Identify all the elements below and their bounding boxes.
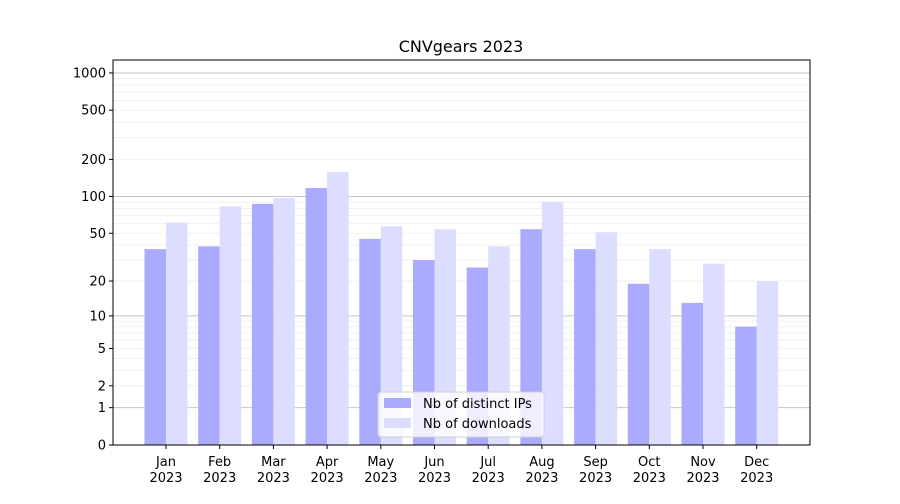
bar-downloads (327, 172, 349, 445)
x-tick-label-month: Apr (316, 455, 339, 470)
x-tick-label-month: Dec (744, 455, 769, 470)
chart-title: CNVgears 2023 (399, 37, 524, 56)
x-tick-label-month: Oct (638, 455, 660, 470)
x-tick-label-year: 2023 (686, 471, 719, 486)
y-tick-label: 200 (81, 153, 106, 168)
x-tick-label-year: 2023 (525, 471, 558, 486)
bar-distinct-ips (305, 188, 328, 446)
legend-box (377, 391, 545, 438)
bar-distinct-ips (627, 283, 650, 445)
x-tick-label-year: 2023 (149, 471, 182, 486)
y-tick-label: 2 (98, 379, 106, 394)
y-tick-label: 50 (89, 227, 106, 242)
y-tick-label: 500 (81, 104, 106, 119)
x-tick-label-year: 2023 (418, 471, 451, 486)
x-tick-label-year: 2023 (472, 471, 505, 486)
x-tick-label-month: Sep (583, 455, 608, 470)
legend: Nb of distinct IPs Nb of downloads (377, 391, 545, 438)
bar-downloads (649, 249, 671, 445)
x-tick-label-month: Aug (529, 455, 554, 470)
bar-downloads (219, 206, 242, 445)
x-tick-label-year: 2023 (633, 471, 666, 486)
x-tick-label-month: Feb (208, 455, 231, 470)
x-tick-label-month: Jun (423, 455, 444, 470)
bar-distinct-ips (198, 246, 220, 445)
bar-downloads (756, 281, 779, 445)
y-tick-label: 100 (81, 190, 106, 205)
x-tick-label-month: May (367, 455, 394, 470)
x-tick-label-year: 2023 (203, 471, 236, 486)
plot-frame (112, 59, 811, 446)
bar-downloads (434, 229, 456, 445)
y-tick-label: 10 (89, 309, 106, 324)
bar-downloads (703, 263, 725, 445)
bar-distinct-ips (359, 238, 381, 445)
y-tick-label: 1 (98, 401, 106, 416)
x-tick-label-month: Jul (479, 455, 496, 470)
bar-downloads (166, 222, 188, 445)
bar-distinct-ips (144, 249, 166, 445)
bar-distinct-ips (681, 302, 703, 445)
legend-swatch (384, 418, 411, 428)
bar-downloads (541, 202, 564, 445)
x-tick-label-year: 2023 (257, 471, 290, 486)
x-tick-label-month: Jan (155, 455, 176, 470)
y-tick-label: 0 (98, 439, 106, 454)
legend-label: Nb of downloads (423, 417, 532, 432)
x-tick-label-month: Nov (690, 455, 716, 470)
bar-distinct-ips (251, 203, 274, 445)
x-tick-label-year: 2023 (364, 471, 397, 486)
bar-downloads (273, 198, 295, 445)
bar-distinct-ips (520, 229, 542, 445)
bar-distinct-ips (574, 249, 596, 445)
x-tick-label-year: 2023 (740, 471, 773, 486)
bar-distinct-ips (735, 326, 757, 445)
bar-downloads (380, 226, 403, 445)
y-tick-label: 5 (98, 342, 106, 357)
legend-swatch (384, 398, 411, 408)
x-tick-label-year: 2023 (311, 471, 344, 486)
y-tick-label: 1000 (73, 66, 106, 81)
x-tick-label-month: Mar (261, 455, 286, 470)
y-tick-label: 20 (89, 275, 106, 290)
legend-label: Nb of distinct IPs (423, 397, 532, 412)
x-tick-label-year: 2023 (579, 471, 612, 486)
bar-downloads (595, 232, 618, 445)
